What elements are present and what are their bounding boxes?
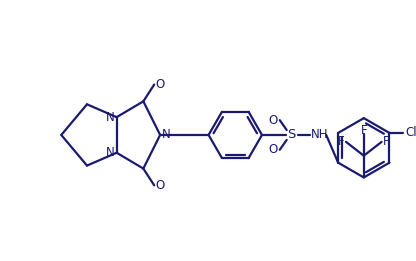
Text: N: N	[106, 111, 115, 124]
Text: S: S	[287, 128, 296, 141]
Text: F: F	[383, 135, 390, 148]
Text: Cl: Cl	[406, 127, 416, 139]
Text: N: N	[106, 146, 115, 159]
Text: F: F	[338, 135, 344, 148]
Text: O: O	[156, 179, 165, 192]
Text: O: O	[268, 143, 277, 156]
Text: O: O	[156, 78, 165, 91]
Text: N: N	[162, 128, 171, 141]
Text: F: F	[361, 123, 367, 137]
Text: O: O	[268, 114, 277, 127]
Text: NH: NH	[311, 128, 328, 141]
